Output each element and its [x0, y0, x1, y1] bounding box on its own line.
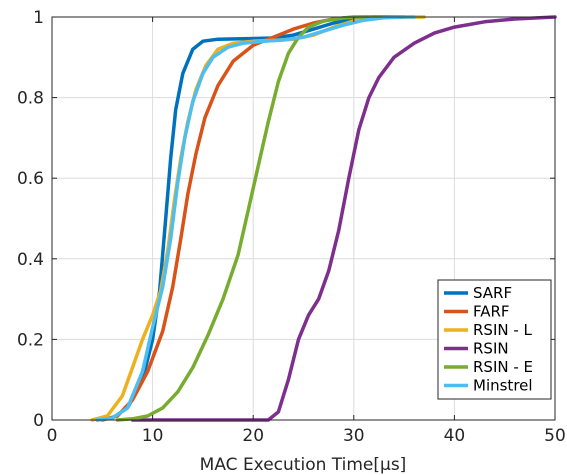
y-tick-label: 0.4	[17, 250, 44, 270]
x-tick-label: 10	[142, 426, 164, 446]
series-lines	[90, 15, 557, 422]
series-line-farf	[100, 15, 406, 422]
series-line-minstrel	[95, 15, 416, 422]
legend-label: Minstrel	[473, 377, 533, 395]
x-tick-label: 40	[444, 426, 466, 446]
legend-label: SARF	[473, 284, 512, 302]
y-tick-label: 0	[33, 411, 44, 431]
y-tick-label: 1	[33, 8, 44, 28]
legend-label: RSIN	[473, 340, 509, 358]
legend-label: RSIN - L	[473, 321, 533, 339]
x-tick-label: 0	[47, 426, 58, 446]
x-tick-label: 30	[343, 426, 365, 446]
legend-label: RSIN - E	[473, 358, 533, 376]
series-line-rsin-e	[115, 15, 406, 422]
y-tick-label: 0.6	[17, 169, 44, 189]
plot-frame	[51, 16, 556, 421]
x-axis-ticks: 0 10 20 30 40 50	[47, 17, 566, 446]
x-tick-label: 50	[544, 426, 566, 446]
legend-label: FARF	[473, 303, 510, 321]
y-tick-label: 0.2	[17, 330, 44, 350]
y-tick-label: 0.8	[17, 89, 44, 109]
y-axis-ticks: 0 0.2 0.4 0.6 0.8 1	[17, 8, 555, 431]
x-tick-label: 20	[242, 426, 264, 446]
legend-box	[437, 279, 552, 400]
grid-lines	[52, 17, 555, 420]
series-line-rsin	[130, 15, 557, 422]
x-axis-label: MAC Execution Time[μs]	[200, 455, 407, 475]
series-line-sarf	[95, 15, 406, 422]
